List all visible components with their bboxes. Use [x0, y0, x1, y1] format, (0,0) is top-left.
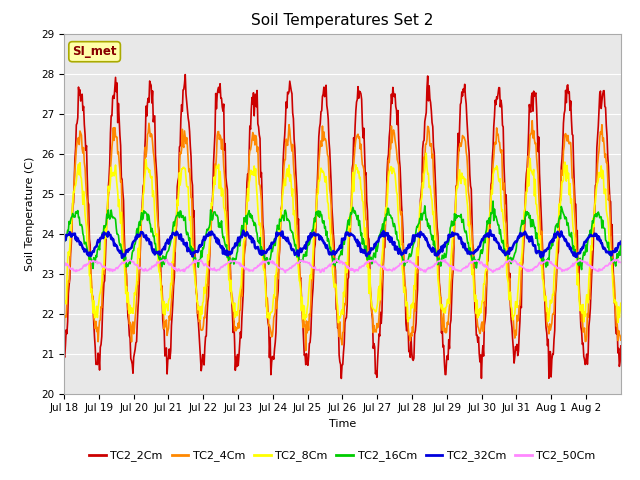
TC2_8Cm [335, 320, 342, 325]
TC2_4Cm [276, 235, 284, 240]
TC2_50Cm [125, 257, 133, 263]
Line: TC2_2Cm: TC2_2Cm [64, 74, 621, 378]
TC2_32Cm [432, 251, 440, 256]
TC2_32Cm [60, 238, 68, 244]
TC2_4Cm [401, 278, 408, 284]
TC2_4Cm [529, 118, 536, 123]
TC2_8Cm [125, 311, 133, 316]
TC2_2Cm [256, 136, 264, 142]
TC2_16Cm [60, 239, 68, 245]
TC2_32Cm [277, 233, 285, 239]
Text: SI_met: SI_met [72, 45, 117, 58]
TC2_32Cm [256, 251, 264, 257]
TC2_16Cm [617, 240, 625, 246]
TC2_50Cm [255, 262, 263, 268]
TC2_50Cm [282, 270, 289, 276]
TC2_2Cm [60, 353, 68, 359]
TC2_50Cm [433, 261, 440, 267]
Y-axis label: Soil Temperature (C): Soil Temperature (C) [26, 156, 35, 271]
TC2_2Cm [277, 208, 285, 214]
TC2_2Cm [401, 289, 409, 295]
TC2_32Cm [228, 246, 236, 252]
TC2_50Cm [276, 265, 284, 271]
TC2_4Cm [617, 337, 625, 343]
Title: Soil Temperatures Set 2: Soil Temperatures Set 2 [252, 13, 433, 28]
TC2_16Cm [578, 267, 586, 273]
TC2_32Cm [401, 248, 408, 253]
TC2_4Cm [228, 290, 236, 296]
TC2_8Cm [433, 252, 440, 257]
TC2_4Cm [125, 321, 133, 326]
TC2_16Cm [431, 244, 439, 250]
TC2_50Cm [228, 259, 236, 264]
TC2_16Cm [489, 198, 497, 204]
TC2_4Cm [255, 181, 263, 187]
TC2_16Cm [276, 218, 284, 224]
TC2_8Cm [276, 222, 284, 228]
X-axis label: Time: Time [329, 419, 356, 429]
TC2_16Cm [400, 257, 408, 263]
TC2_32Cm [126, 246, 134, 252]
TC2_2Cm [433, 209, 440, 215]
TC2_50Cm [60, 260, 68, 266]
TC2_50Cm [401, 258, 409, 264]
TC2_32Cm [486, 228, 494, 233]
TC2_4Cm [60, 331, 68, 337]
TC2_16Cm [125, 258, 133, 264]
TC2_2Cm [617, 343, 625, 349]
TC2_4Cm [432, 211, 440, 217]
TC2_4Cm [302, 348, 310, 353]
TC2_8Cm [228, 298, 236, 303]
TC2_50Cm [333, 256, 340, 262]
TC2_8Cm [401, 285, 408, 290]
TC2_2Cm [125, 333, 133, 338]
TC2_2Cm [337, 375, 345, 381]
Line: TC2_8Cm: TC2_8Cm [64, 153, 621, 323]
Line: TC2_50Cm: TC2_50Cm [64, 259, 621, 273]
Line: TC2_16Cm: TC2_16Cm [64, 201, 621, 270]
TC2_32Cm [617, 239, 625, 245]
TC2_2Cm [228, 312, 236, 317]
TC2_2Cm [181, 72, 189, 77]
TC2_16Cm [228, 260, 236, 265]
Line: TC2_4Cm: TC2_4Cm [64, 120, 621, 350]
TC2_8Cm [617, 300, 625, 306]
TC2_16Cm [255, 240, 263, 246]
Legend: TC2_2Cm, TC2_4Cm, TC2_8Cm, TC2_16Cm, TC2_32Cm, TC2_50Cm: TC2_2Cm, TC2_4Cm, TC2_8Cm, TC2_16Cm, TC2… [85, 446, 600, 466]
TC2_8Cm [60, 299, 68, 305]
TC2_50Cm [617, 260, 625, 265]
TC2_8Cm [255, 222, 263, 228]
Line: TC2_32Cm: TC2_32Cm [64, 230, 621, 258]
TC2_32Cm [118, 255, 126, 261]
TC2_8Cm [422, 150, 430, 156]
